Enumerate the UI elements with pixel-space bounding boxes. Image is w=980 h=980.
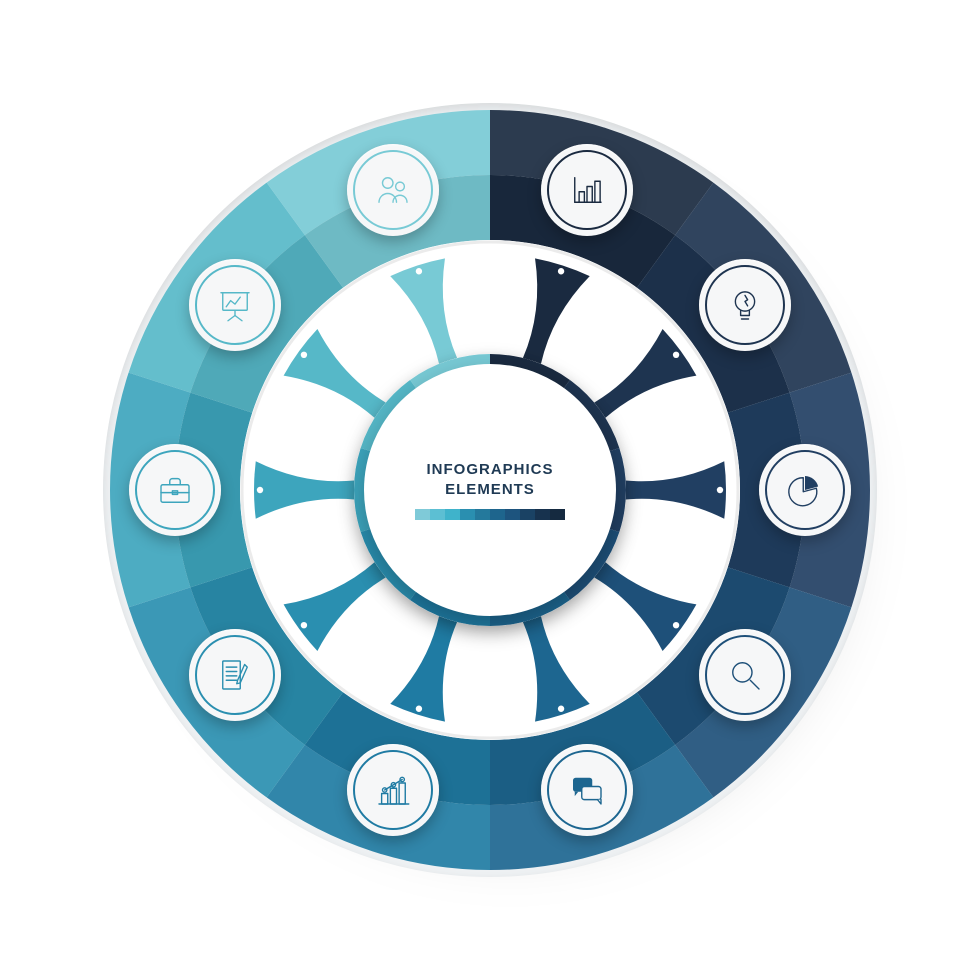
swatch xyxy=(490,509,505,520)
spoke-dot xyxy=(416,706,422,712)
spoke-dot xyxy=(673,622,679,628)
barchart-people-icon xyxy=(372,769,414,811)
chat-bubbles-icon-disc xyxy=(541,744,633,836)
swatch xyxy=(520,509,535,520)
spoke-dot xyxy=(416,268,422,274)
spoke-dot xyxy=(673,352,679,358)
swatch xyxy=(535,509,550,520)
document-pencil-icon xyxy=(214,654,256,696)
swatch xyxy=(505,509,520,520)
swatch xyxy=(475,509,490,520)
spoke-dot xyxy=(558,268,564,274)
spoke-dot xyxy=(558,706,564,712)
center-disc: INFOGRAPHICS ELEMENTS xyxy=(364,364,616,616)
spoke-dot xyxy=(301,352,307,358)
lightbulb-icon-disc xyxy=(699,259,791,351)
spoke-dot xyxy=(257,487,263,493)
document-pencil-icon-disc xyxy=(189,629,281,721)
presentation-board-icon xyxy=(214,284,256,326)
briefcase-icon xyxy=(154,469,196,511)
color-swatch-row xyxy=(415,509,565,520)
people-icon-disc xyxy=(347,144,439,236)
lightbulb-icon xyxy=(724,284,766,326)
infographic-stage: INFOGRAPHICS ELEMENTS xyxy=(90,90,890,890)
pie-chart-icon xyxy=(784,469,826,511)
pie-chart-icon-disc xyxy=(759,444,851,536)
chat-bubbles-icon xyxy=(566,769,608,811)
swatch xyxy=(445,509,460,520)
swatch xyxy=(415,509,430,520)
spoke-dot xyxy=(717,487,723,493)
swatch xyxy=(460,509,475,520)
presentation-board-icon-disc xyxy=(189,259,281,351)
briefcase-icon-disc xyxy=(129,444,221,536)
barchart-people-icon-disc xyxy=(347,744,439,836)
magnifier-icon xyxy=(724,654,766,696)
swatch xyxy=(430,509,445,520)
center-title: INFOGRAPHICS ELEMENTS xyxy=(426,460,553,499)
magnifier-icon-disc xyxy=(699,629,791,721)
bar-chart-icon xyxy=(566,169,608,211)
people-icon xyxy=(372,169,414,211)
swatch xyxy=(550,509,565,520)
spoke-dot xyxy=(301,622,307,628)
